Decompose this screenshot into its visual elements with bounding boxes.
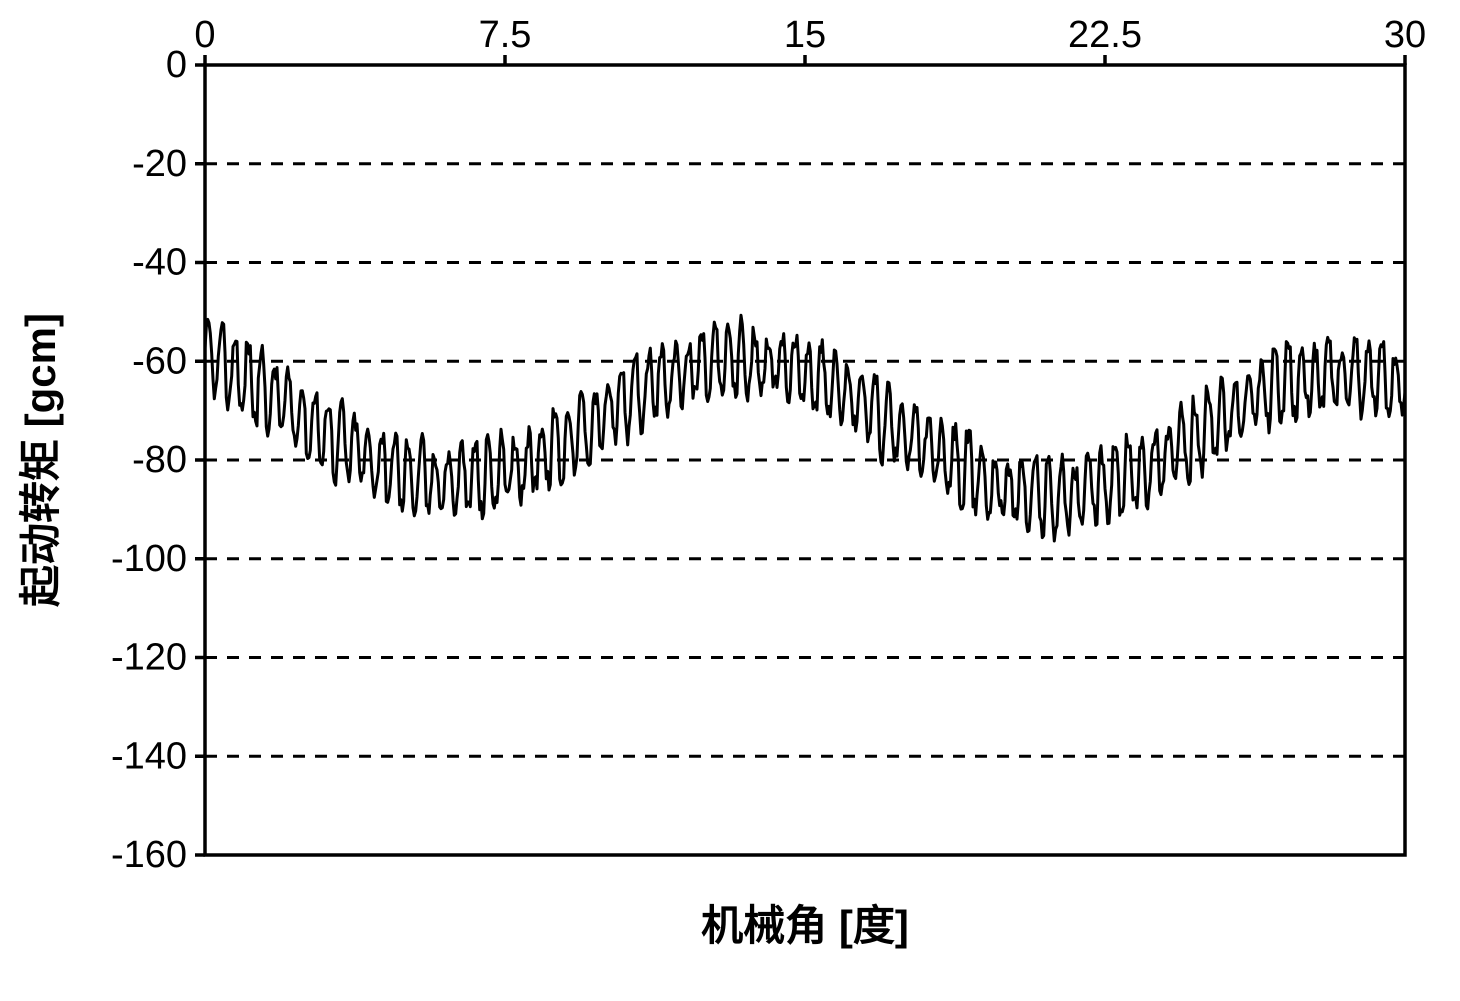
chart-svg: 0 7.5 15 22.5 30 0 -20 -40 -60 -80 -100 -120 -140 -16… (0, 0, 1460, 1001)
y-tick-label: -80 (132, 439, 187, 481)
torque-chart: 0 7.5 15 22.5 30 0 -20 -40 -60 -80 -100 -120 -140 -16… (0, 0, 1460, 1001)
x-tick-label: 15 (784, 14, 826, 56)
x-tick-label: 22.5 (1068, 14, 1142, 56)
y-tick-label: -60 (132, 340, 187, 382)
y-tick-label: -140 (111, 735, 187, 777)
y-tick-label: -20 (132, 143, 187, 185)
x-tick-label: 30 (1384, 14, 1426, 56)
y-axis-label: 起动转矩 [gcm] (17, 313, 64, 607)
y-tick-label: -160 (111, 834, 187, 876)
x-tick-label: 0 (194, 14, 215, 56)
y-tick-label: -120 (111, 637, 187, 679)
x-tick-label: 7.5 (479, 14, 532, 56)
y-tick-label: 0 (166, 44, 187, 86)
x-axis-label: 机械角 [度] (701, 902, 909, 949)
y-tick-label: -100 (111, 538, 187, 580)
y-tick-label: -40 (132, 242, 187, 284)
